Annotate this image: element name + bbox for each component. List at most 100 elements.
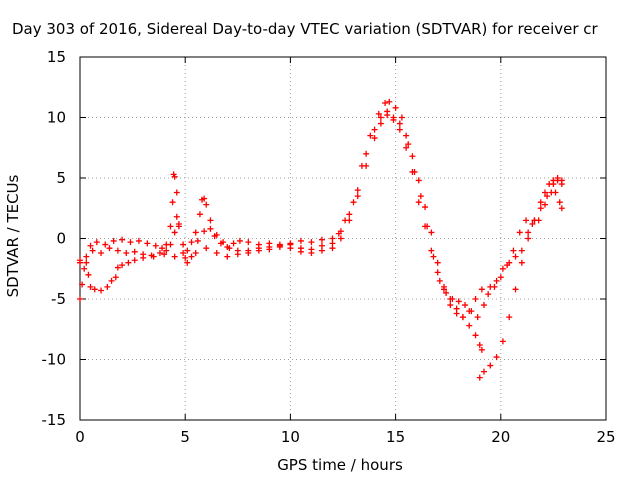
data-point [518,259,525,266]
data-point [552,189,559,196]
data-point [169,199,176,206]
data-point [499,338,506,345]
data-point [79,281,86,288]
data-point [83,253,90,260]
data-point [175,223,182,230]
data-point [476,341,483,348]
data-point [476,374,483,381]
data-point [377,120,384,127]
data-point [478,286,485,293]
data-point [516,229,523,236]
data-point [363,162,370,169]
data-point [234,251,241,258]
data-point [308,250,315,257]
data-point [453,305,460,312]
data-point [506,314,513,321]
data-point [173,189,180,196]
data-point [112,274,119,281]
data-point [245,247,252,254]
data-point [384,112,391,119]
data-point [377,114,384,121]
data-point [220,239,227,246]
data-point [196,211,203,218]
data-point [188,239,195,246]
data-point [354,193,361,200]
data-point [236,237,243,244]
data-point [554,177,561,184]
data-point [367,132,374,139]
axes: 0 5 10 15 20 25 -15 -10 -5 0 5 10 15 [42,48,616,446]
data-point [512,286,519,293]
data-point [518,247,525,254]
data-point [428,229,435,236]
data-point [108,277,115,284]
data-point [207,217,214,224]
data-point [201,228,208,235]
data-point [114,264,121,271]
data-point [297,237,304,244]
data-point [459,314,466,321]
series-track-2 [77,108,565,321]
data-point [430,253,437,260]
data-point [371,135,378,142]
data-point [297,248,304,255]
data-point [390,116,397,123]
data-point [167,241,174,248]
data-point [409,153,416,160]
data-point [525,235,532,242]
data-point [405,141,412,148]
data-point [392,104,399,111]
data-point [350,199,357,206]
data-point [371,126,378,133]
data-point [493,277,500,284]
x-tick-label: 25 [596,428,615,446]
x-tick-label: 15 [386,428,405,446]
data-point [462,302,469,309]
data-point [104,283,111,290]
data-point [77,257,83,264]
data-point [443,289,450,296]
data-point [396,126,403,133]
y-tick-label: 5 [56,169,66,187]
data-point [182,254,189,261]
data-point [354,187,361,194]
x-axis-label: GPS time / hours [277,456,403,474]
data-point [474,314,481,321]
y-tick-label: 0 [56,230,66,248]
data-point [276,243,283,250]
data-point [131,248,138,255]
data-point [180,241,187,248]
x-tick-label: 5 [180,428,190,446]
data-point [171,173,178,180]
data-point [226,245,233,252]
data-point [194,237,201,244]
data-point [398,114,405,121]
data-point [447,296,454,302]
data-point [466,322,473,329]
data-point [497,274,504,281]
series-track-3 [77,112,485,353]
data-point [455,298,462,305]
data-point [180,250,187,257]
data-point [171,229,178,236]
x-tick-label: 0 [75,428,85,446]
data-point [131,257,138,264]
y-tick-label: -5 [51,290,66,308]
data-point [192,250,199,257]
data-point [213,250,220,257]
data-point [403,132,410,139]
data-point [173,213,180,220]
data-point [203,201,210,208]
data-point [493,354,500,361]
data-point [422,204,429,211]
data-point [434,259,441,266]
data-point [415,199,422,206]
data-point [77,296,83,302]
data-point [558,205,565,212]
data-point [480,368,487,375]
data-point [161,251,168,258]
y-tick-label: -15 [42,411,67,429]
data-point [403,144,410,151]
data-point [159,245,166,252]
data-point [440,286,447,293]
